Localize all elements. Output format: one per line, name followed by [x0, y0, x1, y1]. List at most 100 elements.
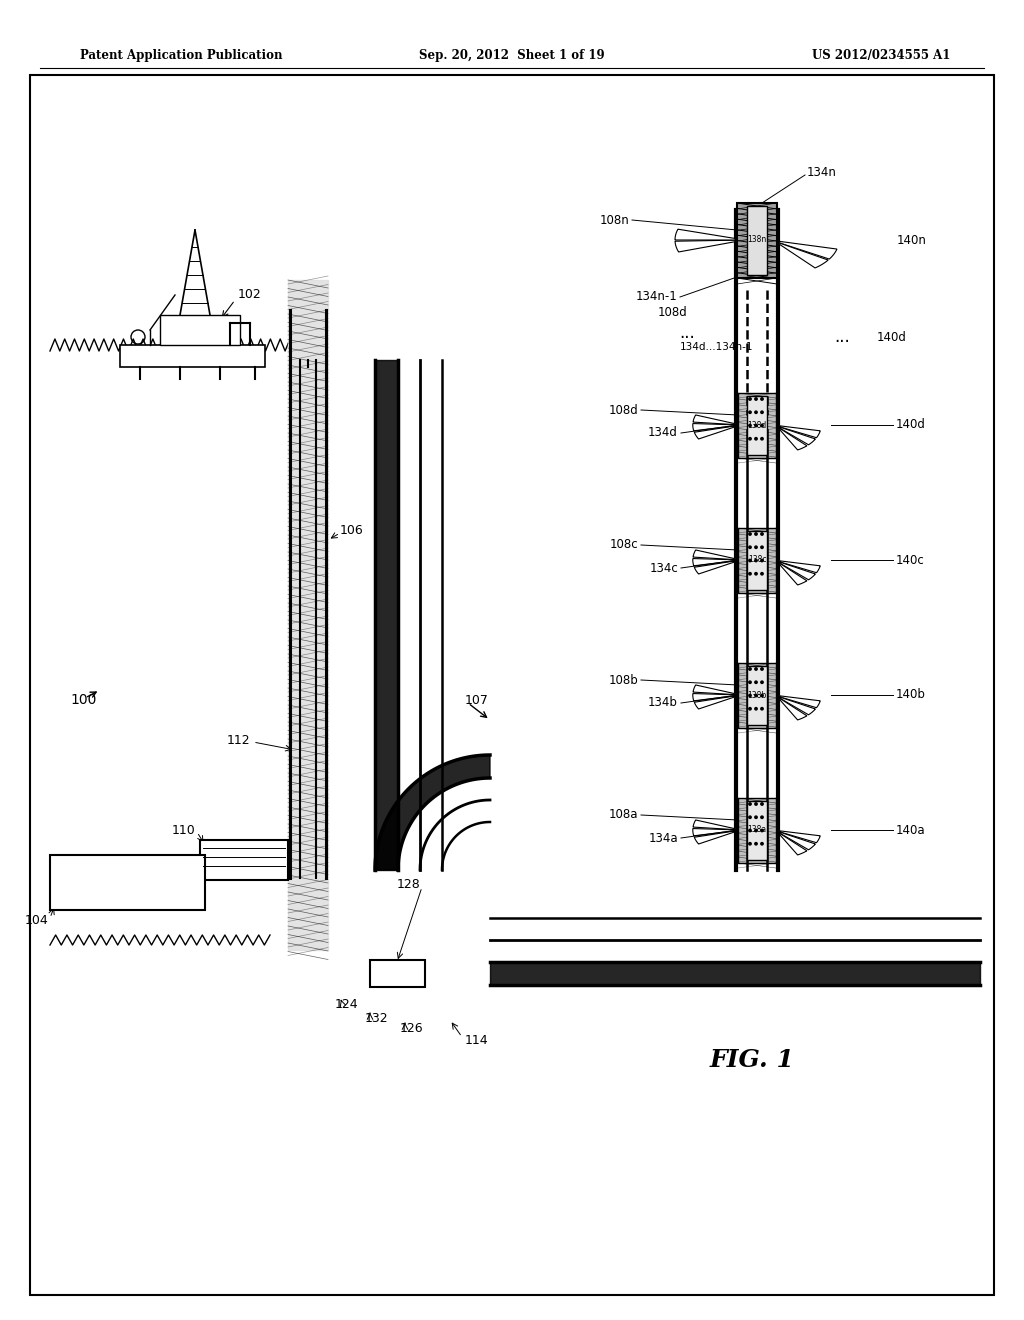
Polygon shape [778, 561, 815, 579]
Circle shape [755, 437, 757, 440]
Bar [746, 667, 767, 725]
Text: 126: 126 [400, 1022, 424, 1035]
Text: Sep. 20, 2012  Sheet 1 of 19: Sep. 20, 2012 Sheet 1 of 19 [419, 49, 605, 62]
Text: 138n: 138n [748, 235, 767, 244]
Text: 134a: 134a [648, 832, 678, 845]
Text: 140n: 140n [897, 234, 927, 247]
Text: 138b: 138b [748, 690, 767, 700]
Bar [737, 203, 777, 279]
Circle shape [755, 533, 757, 535]
Circle shape [755, 816, 757, 818]
Polygon shape [778, 696, 820, 708]
Circle shape [761, 573, 763, 576]
Polygon shape [694, 830, 736, 843]
Polygon shape [778, 830, 820, 842]
Circle shape [761, 424, 763, 426]
Circle shape [761, 437, 763, 440]
Circle shape [749, 437, 752, 440]
Polygon shape [693, 558, 736, 566]
Circle shape [761, 546, 763, 548]
Circle shape [749, 694, 752, 697]
Bar [746, 206, 767, 275]
Polygon shape [779, 242, 837, 259]
Text: 128: 128 [396, 879, 420, 891]
Polygon shape [778, 832, 807, 855]
Text: 134n: 134n [807, 166, 837, 180]
Text: 134n-1: 134n-1 [635, 290, 677, 304]
Polygon shape [675, 240, 735, 252]
Circle shape [755, 411, 757, 413]
Bar [160, 315, 240, 345]
Bar [50, 855, 205, 909]
Text: 140c: 140c [896, 553, 925, 566]
Text: 138a: 138a [748, 825, 767, 834]
Text: 138c: 138c [748, 556, 766, 565]
Bar [738, 799, 776, 863]
Polygon shape [693, 414, 736, 425]
Circle shape [755, 397, 757, 400]
Circle shape [755, 708, 757, 710]
Circle shape [755, 424, 757, 426]
Polygon shape [778, 561, 820, 573]
Polygon shape [693, 693, 736, 701]
Text: 134c: 134c [649, 561, 678, 574]
Text: Patent Application Publication: Patent Application Publication [80, 49, 283, 62]
Text: 100: 100 [70, 693, 96, 708]
Circle shape [761, 560, 763, 562]
Bar [200, 840, 288, 880]
Polygon shape [778, 425, 820, 438]
Text: 138d: 138d [748, 421, 767, 429]
Text: 134d...134n-1: 134d...134n-1 [680, 342, 754, 352]
Polygon shape [778, 697, 815, 715]
Bar [120, 345, 265, 367]
Circle shape [749, 842, 752, 845]
Bar [746, 531, 767, 590]
Polygon shape [675, 230, 735, 240]
Circle shape [755, 842, 757, 845]
Circle shape [761, 533, 763, 535]
Circle shape [761, 411, 763, 413]
Polygon shape [778, 562, 807, 585]
Circle shape [761, 668, 763, 671]
Polygon shape [693, 829, 736, 836]
Circle shape [749, 681, 752, 684]
Text: 104: 104 [25, 913, 48, 927]
Circle shape [761, 803, 763, 805]
Circle shape [761, 842, 763, 845]
Text: 108a: 108a [608, 808, 638, 821]
Circle shape [755, 681, 757, 684]
Text: ...: ... [835, 329, 850, 346]
Circle shape [755, 803, 757, 805]
Polygon shape [694, 696, 736, 709]
Circle shape [749, 533, 752, 535]
Circle shape [755, 546, 757, 548]
Polygon shape [778, 428, 807, 450]
Text: 108d: 108d [608, 404, 638, 417]
Text: 134d: 134d [648, 426, 678, 440]
Text: 110: 110 [171, 824, 195, 837]
Text: US 2012/0234555 A1: US 2012/0234555 A1 [812, 49, 950, 62]
Polygon shape [778, 697, 807, 719]
Text: 112: 112 [226, 734, 250, 747]
Bar [370, 960, 425, 987]
Circle shape [749, 411, 752, 413]
Text: ...: ... [679, 323, 695, 342]
Text: 140d: 140d [877, 331, 907, 345]
Bar [746, 801, 767, 861]
Circle shape [749, 546, 752, 548]
Circle shape [749, 829, 752, 832]
Polygon shape [778, 832, 815, 850]
Text: 106: 106 [340, 524, 364, 536]
Polygon shape [693, 685, 736, 694]
Circle shape [761, 829, 763, 832]
Polygon shape [778, 426, 815, 445]
Circle shape [749, 424, 752, 426]
Polygon shape [694, 426, 736, 440]
Text: 124: 124 [335, 998, 358, 1011]
Text: 108d: 108d [657, 306, 687, 319]
Polygon shape [375, 755, 490, 870]
Circle shape [755, 694, 757, 697]
Circle shape [755, 668, 757, 671]
Circle shape [749, 816, 752, 818]
Circle shape [761, 397, 763, 400]
